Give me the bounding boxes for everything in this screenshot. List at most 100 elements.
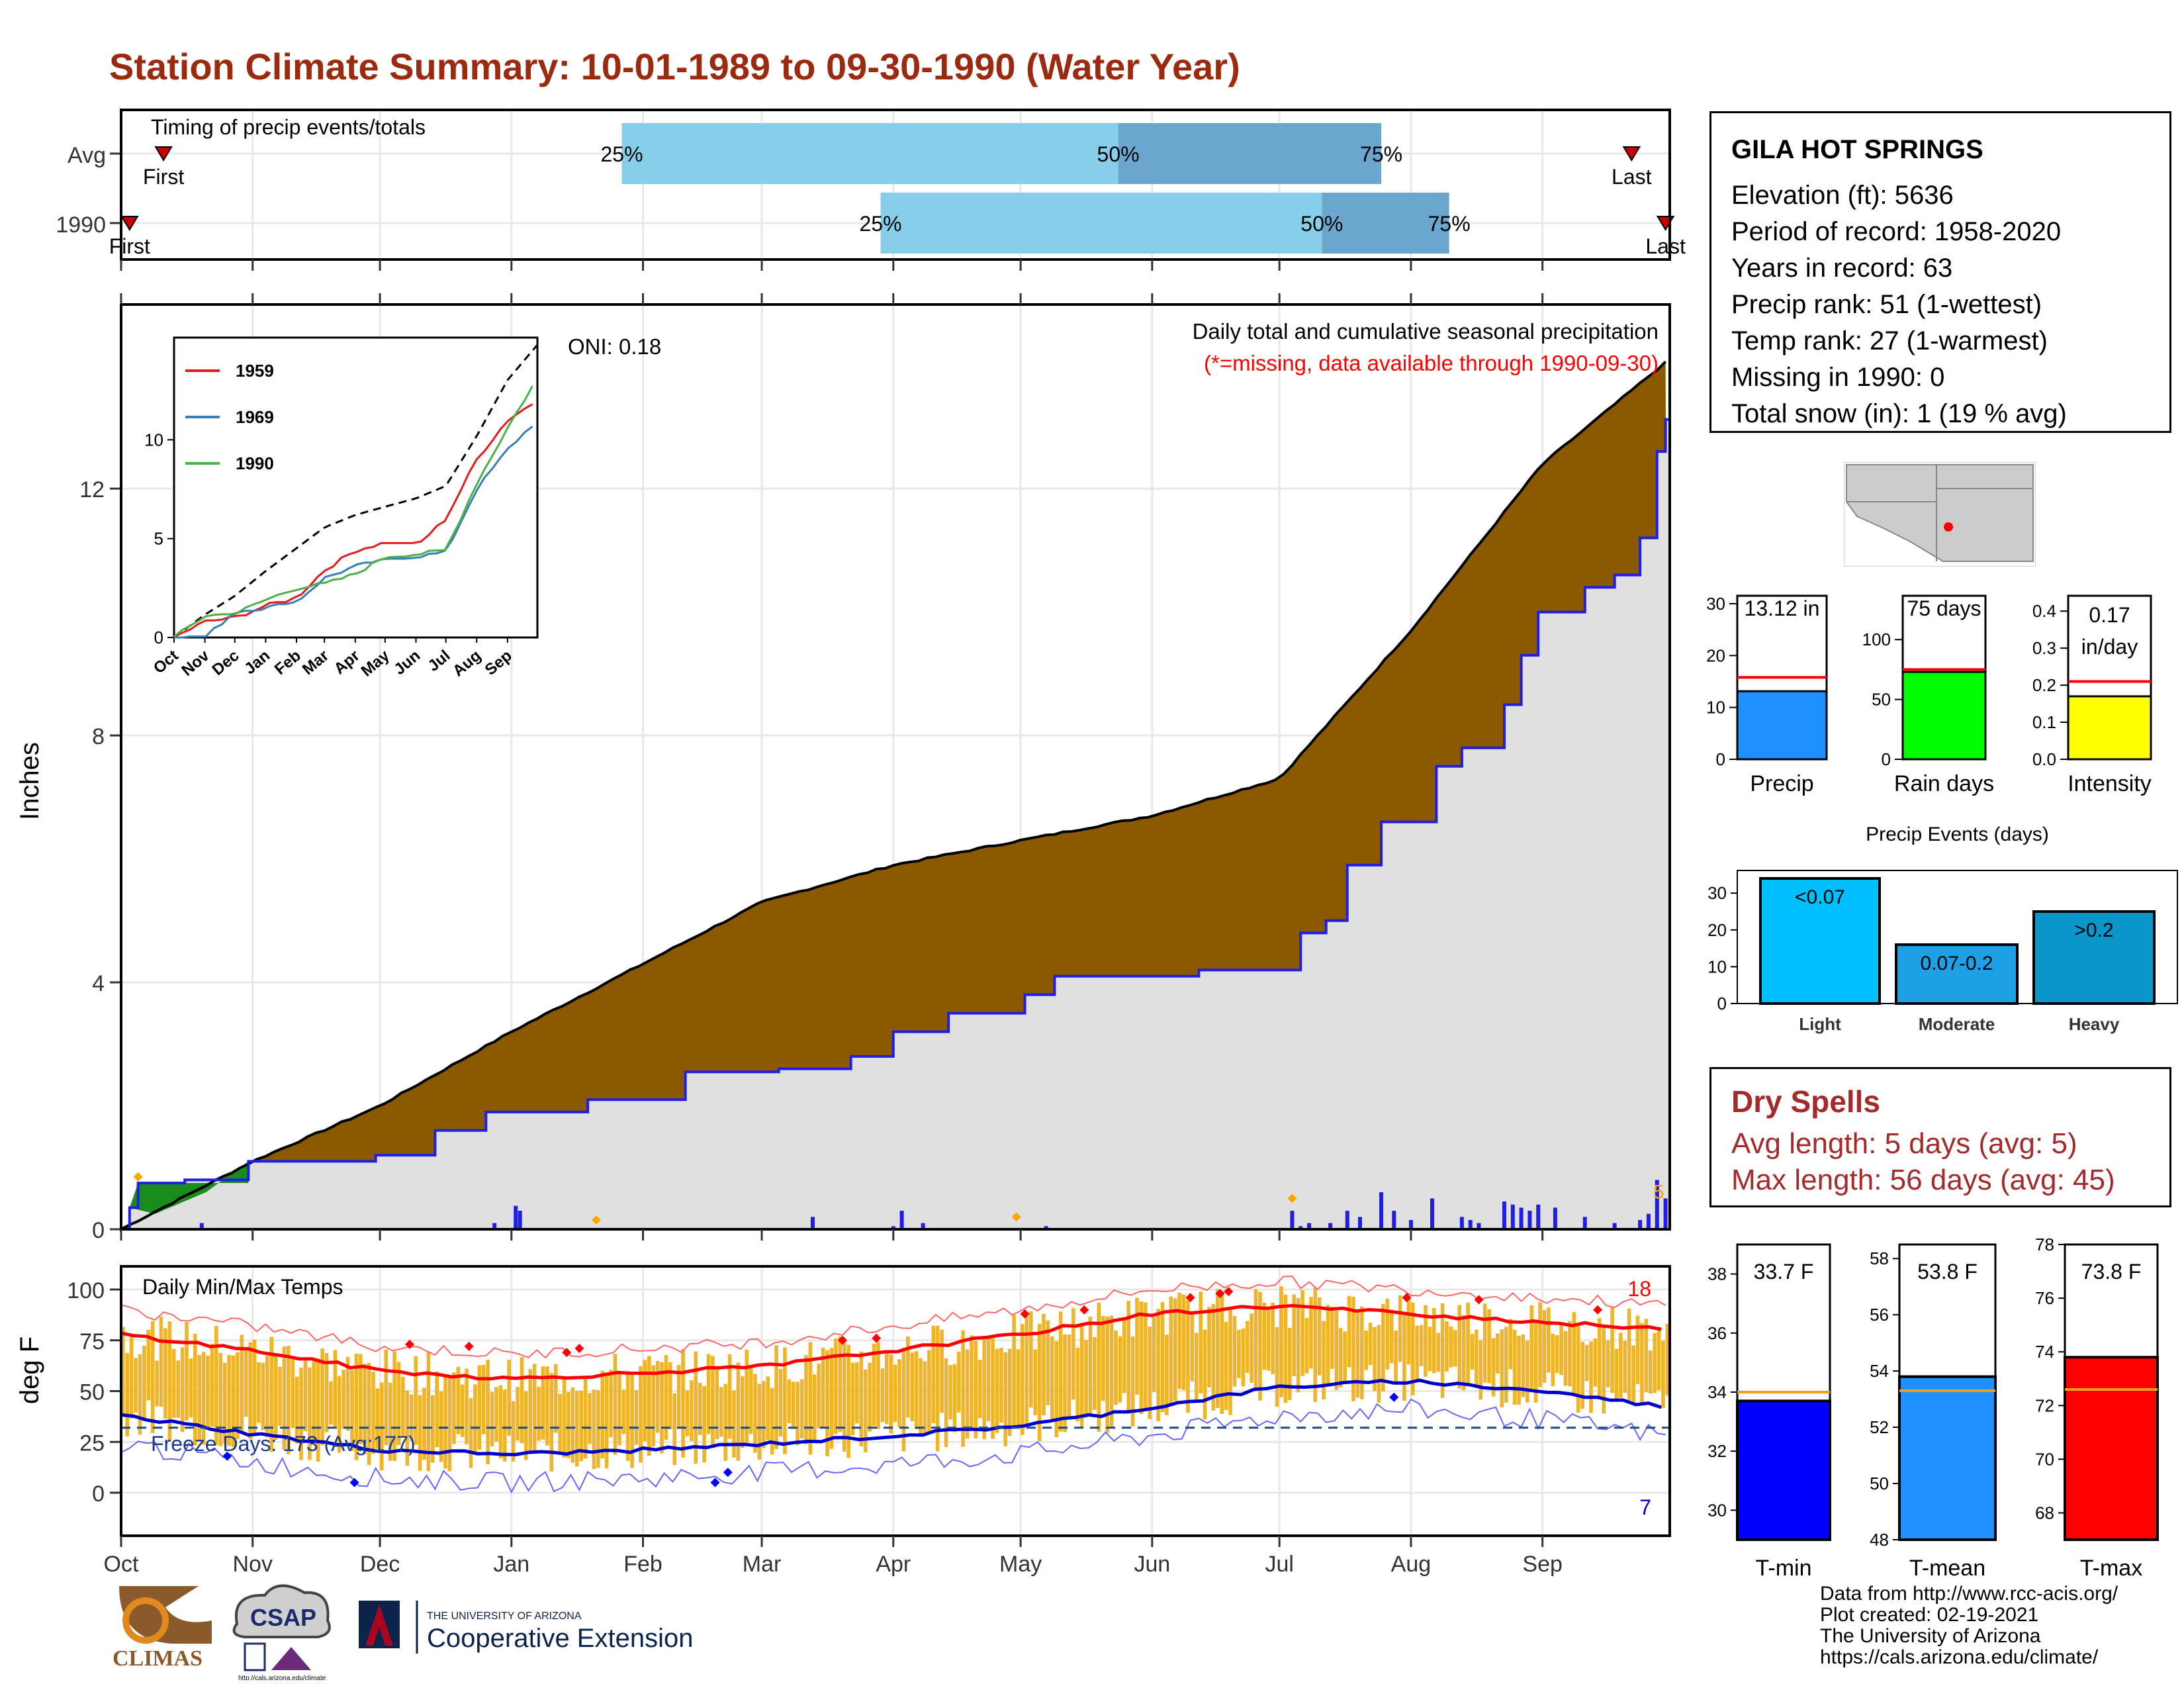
inset-legend-label: 1959 bbox=[236, 361, 274, 381]
credit-line: The University of Arizona bbox=[1820, 1625, 2041, 1647]
dry-spells-avg: Avg length: 5 days (avg: 5) bbox=[1731, 1127, 2077, 1160]
timing-row-label: Avg bbox=[68, 143, 106, 168]
daily-temp-bar bbox=[1508, 1319, 1512, 1370]
daily-temp-bar bbox=[371, 1372, 375, 1454]
daily-temp-bar bbox=[1028, 1311, 1033, 1408]
daily-precip-bar bbox=[1519, 1207, 1524, 1229]
daily-temp-bar bbox=[524, 1391, 528, 1460]
daily-temp-bar bbox=[520, 1356, 524, 1444]
daily-temp-bar bbox=[639, 1366, 643, 1463]
svg-text:THE UNIVERSITY OF ARIZONA: THE UNIVERSITY OF ARIZONA bbox=[427, 1611, 582, 1622]
daily-temp-bar bbox=[1619, 1333, 1623, 1398]
daily-temp-bar bbox=[227, 1354, 231, 1446]
daily-temp-bar bbox=[1542, 1310, 1547, 1383]
daily-precip-bar bbox=[1379, 1192, 1384, 1229]
daily-precip-bar bbox=[1307, 1223, 1312, 1229]
month-label: Sep bbox=[1522, 1552, 1563, 1577]
daily-temp-bar bbox=[185, 1322, 189, 1421]
y-tick-label: 4 bbox=[92, 971, 105, 996]
temps-title: Daily Min/Max Temps bbox=[142, 1275, 343, 1299]
daily-temp-bar bbox=[1288, 1328, 1292, 1400]
record-high-marker bbox=[1593, 1305, 1603, 1315]
daily-temp-bar bbox=[804, 1355, 808, 1444]
daily-temp-bar bbox=[236, 1352, 240, 1439]
daily-temp-bar bbox=[210, 1343, 214, 1427]
daily-temp-bar bbox=[1317, 1297, 1322, 1376]
daily-precip-bar bbox=[1646, 1213, 1651, 1229]
record-high-marker bbox=[872, 1333, 882, 1343]
daily-temp-bar bbox=[821, 1347, 825, 1429]
daily-temp-bar bbox=[1165, 1335, 1169, 1415]
precip-subcaption: (*=missing, data available through 1990-… bbox=[1204, 351, 1659, 375]
daily-temp-bar bbox=[1216, 1289, 1220, 1408]
daily-temp-bar bbox=[1253, 1289, 1258, 1390]
daily-temp-bar bbox=[1381, 1303, 1385, 1392]
inset-x-tick-label: Jun bbox=[390, 647, 424, 679]
daily-temp-bar bbox=[354, 1354, 359, 1460]
daily-temp-bar bbox=[265, 1355, 269, 1437]
daily-temp-bar bbox=[163, 1328, 167, 1419]
daily-temp-bar bbox=[498, 1385, 503, 1458]
daily-temp-bar bbox=[345, 1356, 350, 1431]
tempbar-tick-label: 68 bbox=[2035, 1503, 2054, 1523]
precip-events-chart: Precip Events (days) 0 10 20 30 <0.07 Light 0.0… bbox=[1707, 823, 2178, 1034]
daily-temp-bar bbox=[337, 1376, 341, 1453]
summary-tick-label: 50 bbox=[1872, 690, 1891, 710]
daily-temp-bar bbox=[681, 1349, 685, 1458]
daily-temp-bar bbox=[197, 1355, 201, 1442]
daily-temp-bar bbox=[1410, 1302, 1415, 1396]
daily-temp-bar bbox=[329, 1381, 333, 1425]
daily-temp-bar bbox=[770, 1387, 774, 1455]
events-tick-label: 10 bbox=[1707, 957, 1727, 976]
credits: Data from http://www.rcc-acis.org/ Plot … bbox=[1820, 1583, 2118, 1668]
daily-temp-bar bbox=[1368, 1323, 1373, 1366]
daily-temp-bar bbox=[884, 1351, 889, 1425]
daily-temp-bar bbox=[1440, 1303, 1445, 1398]
temps-ylabel: deg F bbox=[15, 1336, 44, 1404]
daily-temp-bar bbox=[1224, 1321, 1228, 1410]
daily-temp-bar bbox=[1665, 1323, 1670, 1396]
summary-category-label: Rain days bbox=[1894, 771, 1994, 796]
summary-category-label: Precip bbox=[1750, 771, 1813, 796]
daily-temp-bar bbox=[1228, 1308, 1232, 1415]
daily-temp-bar bbox=[1580, 1342, 1584, 1409]
daily-temp-bar bbox=[1584, 1344, 1589, 1382]
daily-temp-bar bbox=[893, 1364, 897, 1423]
surplus-area bbox=[129, 1161, 249, 1214]
daily-temp-bar bbox=[171, 1348, 176, 1418]
daily-temp-bar bbox=[796, 1382, 799, 1446]
observed-cumulative-line bbox=[121, 418, 1670, 1231]
daily-temp-bar bbox=[1139, 1301, 1144, 1414]
inset-legend-label: 1969 bbox=[236, 407, 274, 427]
daily-temp-bar bbox=[142, 1345, 146, 1421]
daily-temp-bar bbox=[1610, 1307, 1614, 1393]
record-high-marker bbox=[1185, 1293, 1195, 1303]
daily-temp-bar bbox=[1144, 1302, 1148, 1411]
daily-temp-bar bbox=[384, 1349, 388, 1446]
month-label: Apr bbox=[876, 1552, 911, 1577]
summary-tick-label: 30 bbox=[1706, 594, 1725, 614]
daily-temp-bar bbox=[982, 1339, 987, 1440]
daily-temp-bar bbox=[736, 1362, 741, 1461]
snow-marker bbox=[133, 1172, 143, 1182]
daily-temp-bar bbox=[1389, 1309, 1394, 1364]
daily-temp-bar bbox=[350, 1370, 354, 1451]
daily-temp-bar bbox=[1500, 1329, 1504, 1408]
daily-temp-bar bbox=[1173, 1298, 1177, 1401]
station-line: Precip rank: 51 (1-wettest) bbox=[1731, 290, 2042, 319]
daily-precip-bar bbox=[1408, 1220, 1413, 1229]
daily-precip-bar bbox=[1290, 1211, 1295, 1229]
daily-temp-bar bbox=[757, 1383, 762, 1460]
daily-temp-bar bbox=[447, 1375, 452, 1472]
daily-temp-bar bbox=[1538, 1302, 1542, 1387]
daily-temp-bar bbox=[1203, 1329, 1207, 1420]
last-label: Last bbox=[1645, 234, 1686, 258]
events-title: Precip Events (days) bbox=[1866, 823, 2049, 845]
timing-row-label: 1990 bbox=[56, 212, 106, 238]
daily-temp-bar bbox=[1623, 1340, 1627, 1393]
daily-temp-bar bbox=[1300, 1289, 1304, 1376]
daily-temp-bar bbox=[201, 1352, 206, 1445]
temp-summary-bars: 30 32 34 36 38 33.7 F T-min 48 50 52 54 56 58 53.8 F T… bbox=[1707, 1235, 2159, 1581]
summary-tick-label: 0 bbox=[1882, 749, 1891, 769]
daily-temp-bar bbox=[257, 1362, 261, 1423]
